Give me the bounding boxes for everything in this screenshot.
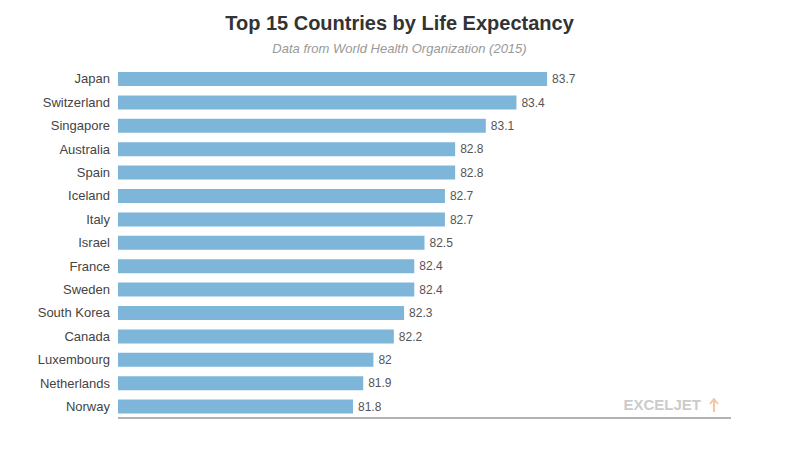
svg-text:Iceland: Iceland [68,188,110,203]
svg-text:Spain: Spain [77,165,110,180]
svg-text:82.5: 82.5 [430,236,454,250]
svg-text:Israel: Israel [78,235,110,250]
svg-text:Italy: Italy [86,212,110,227]
svg-text:South Korea: South Korea [38,305,111,320]
svg-text:82: 82 [378,353,392,367]
svg-text:82.7: 82.7 [450,213,474,227]
svg-text:82.2: 82.2 [399,330,423,344]
svg-text:81.8: 81.8 [358,400,382,414]
svg-text:Japan: Japan [75,71,110,86]
html-text:EXCELJET: EXCELJET [623,396,701,413]
svg-text:Netherlands: Netherlands [40,376,111,391]
svg-text:Luxembourg: Luxembourg [38,352,110,367]
svg-text:Australia: Australia [59,142,110,157]
svg-text:France: France [70,259,110,274]
html-text:Top 15 Countries by Life Expec: Top 15 Countries by Life Expectancy [225,12,574,34]
svg-text:81.9: 81.9 [368,376,392,390]
svg-text:Switzerland: Switzerland [43,95,110,110]
html-text:Data from World Health Organiz: Data from World Health Organization (201… [272,41,527,56]
svg-text:Sweden: Sweden [63,282,110,297]
svg-text:Singapore: Singapore [51,118,110,133]
svg-text:82.8: 82.8 [460,166,484,180]
svg-text:82.8: 82.8 [460,142,484,156]
svg-text:82.7: 82.7 [450,189,474,203]
svg-text:82.4: 82.4 [419,259,443,273]
svg-text:83.7: 83.7 [552,72,576,86]
svg-text:83.4: 83.4 [521,96,545,110]
svg-text:Canada: Canada [64,329,110,344]
svg-text:Norway: Norway [66,399,111,414]
svg-text:82.4: 82.4 [419,283,443,297]
svg-text:83.1: 83.1 [491,119,515,133]
svg-text:82.3: 82.3 [409,306,433,320]
